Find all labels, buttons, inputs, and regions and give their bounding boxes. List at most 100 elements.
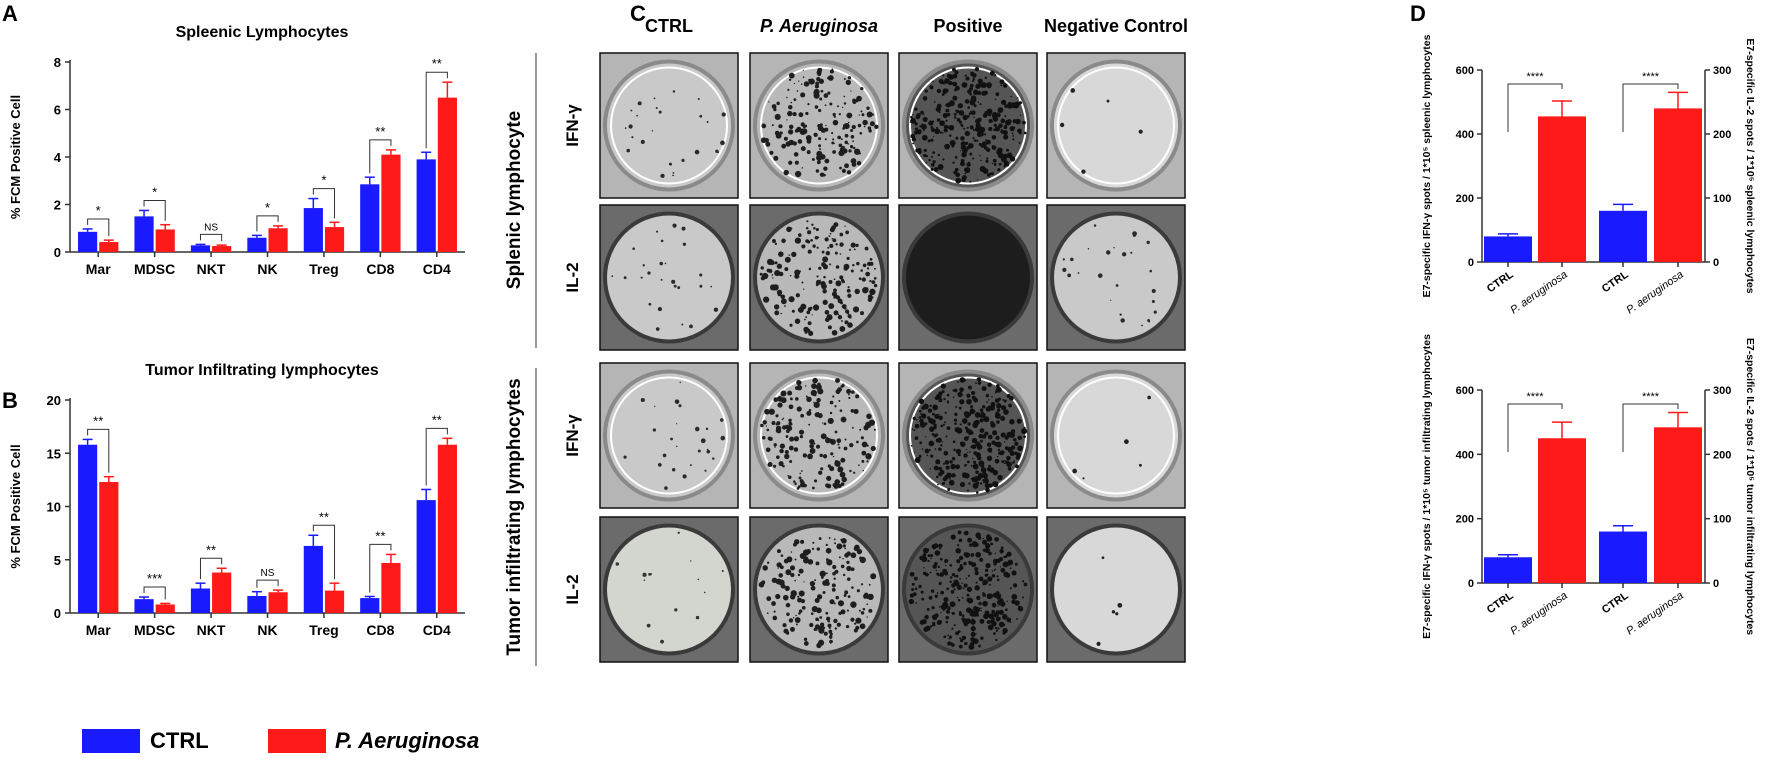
well-membrane — [607, 215, 731, 340]
spot — [816, 154, 823, 161]
spot — [800, 413, 805, 418]
spot — [819, 148, 822, 151]
spot — [819, 279, 821, 281]
spot — [859, 131, 863, 135]
spot — [784, 267, 789, 272]
spot — [762, 272, 769, 280]
spot — [766, 561, 770, 564]
spot — [959, 578, 961, 580]
spot — [699, 114, 703, 118]
spot — [1106, 99, 1110, 103]
bar-pa — [99, 482, 119, 613]
spot — [937, 565, 940, 568]
spot — [939, 572, 944, 577]
spot — [849, 316, 852, 319]
spot — [929, 426, 935, 432]
spot — [844, 133, 849, 138]
spot — [1016, 618, 1018, 620]
spot — [911, 587, 915, 592]
spot — [952, 95, 958, 101]
y-tick-label-right: 100 — [1713, 193, 1731, 205]
spot — [998, 123, 1003, 128]
spot — [850, 134, 855, 139]
spot — [954, 70, 959, 75]
spot — [970, 445, 974, 449]
spot — [843, 95, 846, 98]
spot — [1014, 562, 1018, 566]
spot — [767, 436, 772, 441]
spot — [952, 440, 956, 444]
spot — [697, 449, 701, 453]
spot — [819, 97, 823, 101]
spot — [986, 534, 991, 539]
legend-label-pa: P. Aeruginosa — [335, 728, 479, 753]
spot — [623, 455, 627, 459]
spot — [963, 114, 967, 119]
spot — [778, 461, 784, 467]
spot — [996, 408, 1001, 412]
spot — [922, 403, 929, 410]
spot — [840, 609, 846, 615]
spot — [809, 443, 815, 449]
spot — [834, 405, 837, 408]
spot — [942, 158, 945, 161]
significance-bracket — [1507, 83, 1563, 132]
spot — [940, 424, 944, 428]
spot — [800, 599, 806, 604]
spot — [846, 388, 852, 394]
spot — [936, 88, 942, 94]
spot — [986, 401, 988, 404]
spot — [816, 594, 823, 600]
spot — [837, 466, 844, 473]
spot — [647, 271, 651, 275]
spot — [970, 464, 973, 467]
spot — [827, 91, 831, 95]
spot — [819, 172, 825, 177]
spot — [953, 112, 957, 116]
spot — [995, 390, 998, 393]
spot — [945, 119, 948, 122]
spot — [761, 580, 766, 585]
spot — [974, 73, 977, 76]
spot — [952, 592, 955, 594]
spot — [815, 169, 820, 173]
spot — [829, 243, 834, 248]
bar-ctrl — [134, 216, 154, 252]
spot — [842, 573, 846, 577]
spot — [861, 450, 867, 456]
spot — [977, 454, 979, 456]
spot — [918, 584, 922, 589]
spot — [796, 379, 802, 386]
spot — [955, 548, 961, 554]
spot — [995, 610, 1000, 615]
spot — [812, 304, 820, 311]
spot — [833, 115, 836, 118]
y-axis-label-left: E7-specific IFN-γ spots / 1*10⁵ spleenic… — [1421, 34, 1433, 297]
spot — [775, 578, 782, 585]
spot — [843, 446, 848, 451]
spot — [936, 592, 939, 594]
spot — [842, 557, 844, 560]
spot — [1113, 246, 1115, 249]
spot — [953, 116, 957, 119]
spot — [961, 82, 968, 88]
spot — [1008, 432, 1012, 436]
spot — [1002, 631, 1006, 635]
spot — [996, 455, 999, 458]
spot — [934, 561, 938, 566]
spot — [961, 472, 968, 478]
spot — [848, 149, 852, 153]
spot — [796, 90, 799, 92]
spot — [807, 321, 812, 326]
spot — [826, 616, 831, 621]
spot — [935, 393, 942, 400]
spot — [981, 434, 987, 439]
bar-ctrl — [78, 231, 98, 252]
spot — [945, 435, 948, 438]
x-tick-label: CTRL — [1485, 589, 1516, 616]
spot — [811, 547, 815, 551]
spot — [818, 108, 822, 113]
spot — [831, 329, 838, 336]
spot — [931, 590, 934, 593]
spot — [851, 162, 857, 167]
